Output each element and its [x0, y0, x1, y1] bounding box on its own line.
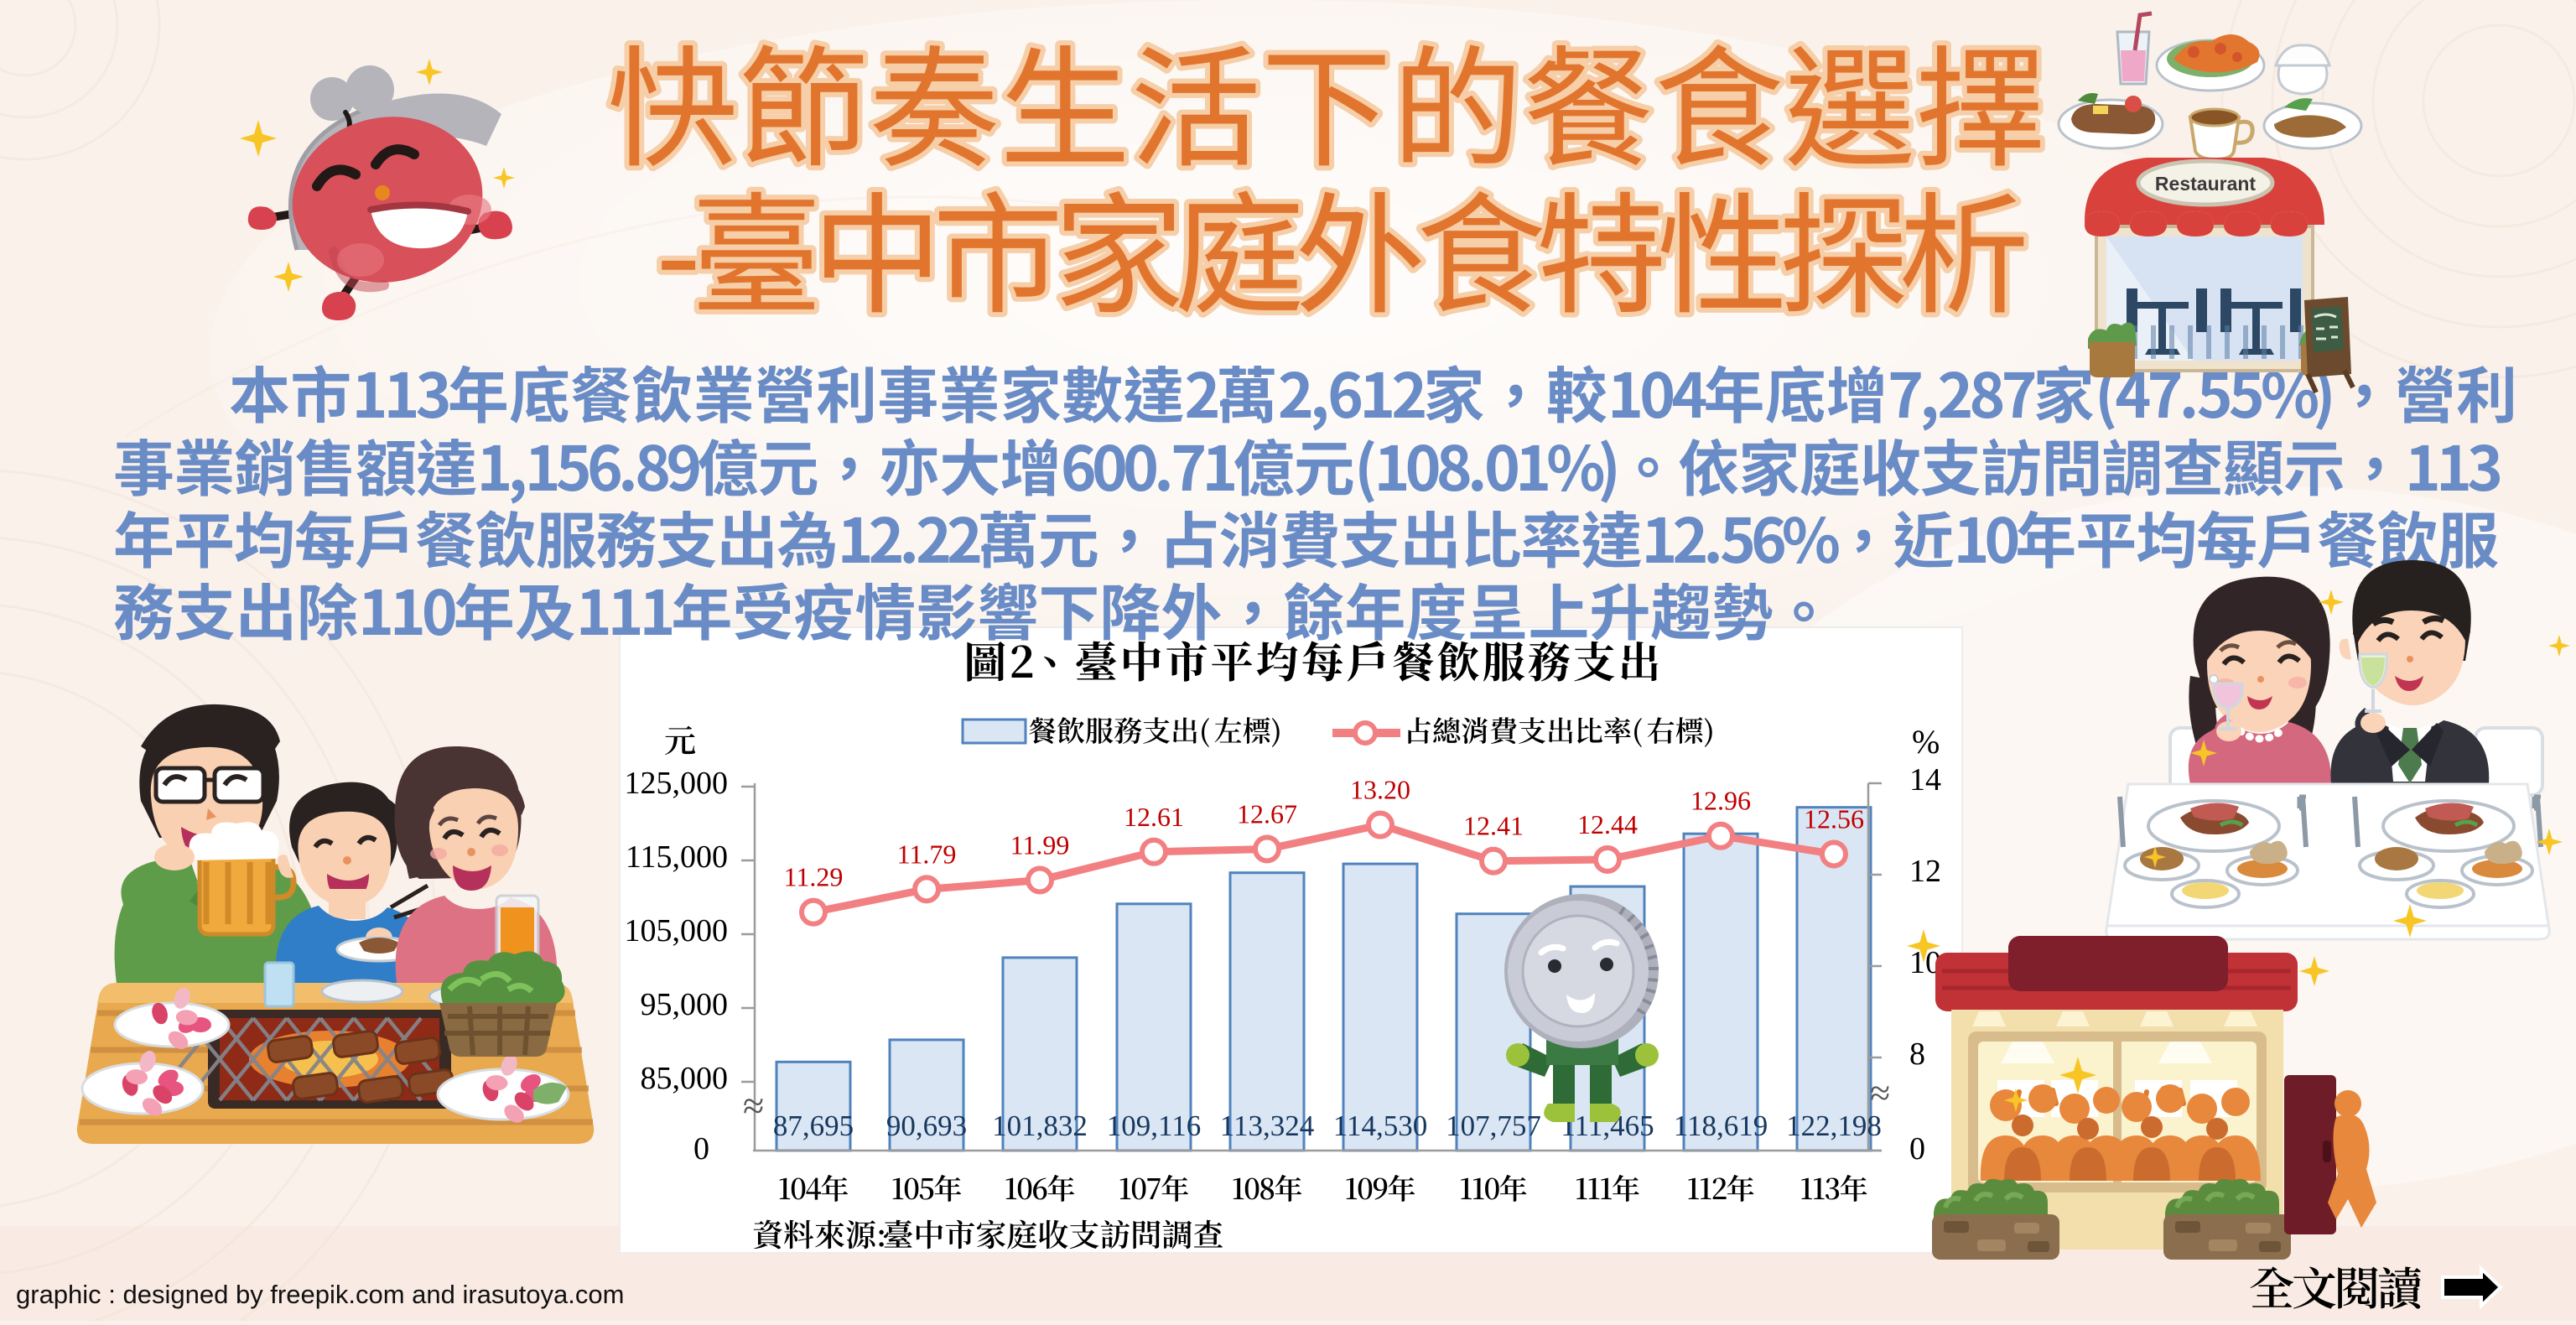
svg-text:118,619: 118,619 — [1674, 1109, 1768, 1142]
svg-text:113,324: 113,324 — [1220, 1109, 1314, 1142]
svg-text:115,000: 115,000 — [626, 839, 728, 875]
svg-text:≈: ≈ — [743, 1084, 764, 1127]
svg-text:85,000: 85,000 — [641, 1061, 729, 1096]
svg-text:13.20: 13.20 — [1350, 775, 1410, 805]
svg-text:105,000: 105,000 — [625, 913, 729, 948]
svg-text:109,116: 109,116 — [1107, 1109, 1201, 1142]
svg-text:11.29: 11.29 — [784, 862, 844, 892]
svg-text:122,198: 122,198 — [1786, 1109, 1882, 1142]
svg-text:11.99: 11.99 — [1010, 830, 1070, 860]
svg-text:12.96: 12.96 — [1690, 786, 1751, 816]
svg-text:8: 8 — [1909, 1037, 1925, 1072]
svg-text:101,832: 101,832 — [992, 1109, 1088, 1142]
svg-text:125,000: 125,000 — [625, 766, 729, 801]
svg-text:95,000: 95,000 — [641, 987, 729, 1022]
svg-text:12.44: 12.44 — [1577, 809, 1638, 839]
svg-text:90,693: 90,693 — [886, 1109, 967, 1142]
svg-text:0: 0 — [1909, 1131, 1925, 1167]
svg-text:≈: ≈ — [1870, 1073, 1890, 1114]
svg-text:graphic : designed by freepik.: graphic : designed by freepik.com and ir… — [16, 1280, 624, 1309]
svg-text:12.67: 12.67 — [1237, 799, 1297, 829]
svg-text:14: 14 — [1909, 762, 1941, 798]
svg-text:12.41: 12.41 — [1463, 811, 1524, 841]
svg-text:107,757: 107,757 — [1446, 1109, 1541, 1142]
svg-text:%: % — [1912, 723, 1940, 761]
svg-text:Restaurant: Restaurant — [2155, 173, 2256, 195]
svg-text:12.61: 12.61 — [1124, 802, 1184, 832]
svg-text:11.79: 11.79 — [897, 839, 957, 869]
svg-text:114,530: 114,530 — [1333, 1109, 1427, 1142]
svg-text:12.56: 12.56 — [1804, 804, 1864, 834]
svg-text:12: 12 — [1909, 854, 1941, 889]
svg-text:0: 0 — [693, 1131, 709, 1167]
svg-text:87,695: 87,695 — [773, 1109, 854, 1142]
